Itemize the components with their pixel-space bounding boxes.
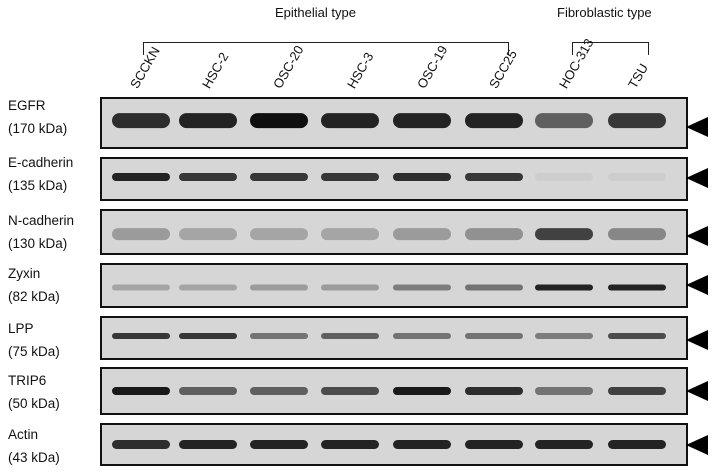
protein-size: (75 kDa) <box>8 344 60 359</box>
band-SCC25 <box>465 333 523 339</box>
band-SCCKN <box>112 113 170 129</box>
band-HOC-313 <box>535 440 593 449</box>
band-HSC-3 <box>321 173 379 181</box>
protein-size: (170 kDa) <box>8 121 68 136</box>
band-SCC25 <box>465 440 523 449</box>
row-label-trip6: TRIP6 (50 kDa) <box>8 369 60 415</box>
blot-panel-zyxin <box>100 263 688 308</box>
band-TSU <box>608 440 666 449</box>
band-TSU <box>608 228 666 241</box>
band-HOC-313 <box>535 113 593 129</box>
protein-name: LPP <box>8 321 34 336</box>
band-HSC-2 <box>179 333 237 339</box>
band-SCCKN <box>112 440 170 449</box>
band-OSC-20 <box>250 333 308 339</box>
band-TSU <box>608 173 666 181</box>
band-HOC-313 <box>535 333 593 339</box>
band-HSC-3 <box>321 440 379 449</box>
lane-label-sccKN: SCCKN <box>127 44 163 91</box>
band-HSC-2 <box>179 284 237 291</box>
blot-panel-actin <box>100 423 688 466</box>
blot-panel-e-cadherin <box>100 157 688 201</box>
band-TSU <box>608 284 666 291</box>
band-SCC25 <box>465 113 523 129</box>
arrowhead-icon <box>686 168 708 188</box>
protein-size: (130 kDa) <box>8 236 68 251</box>
band-HSC-3 <box>321 333 379 339</box>
protein-size: (135 kDa) <box>8 178 68 193</box>
band-OSC-19 <box>393 440 451 449</box>
band-TSU <box>608 387 666 395</box>
band-SCCKN <box>112 228 170 241</box>
band-SCCKN <box>112 387 170 395</box>
band-SCC25 <box>465 387 523 395</box>
band-HSC-3 <box>321 387 379 395</box>
blot-panel-lpp <box>100 316 688 360</box>
band-HOC-313 <box>535 284 593 291</box>
protein-name: EGFR <box>8 98 46 113</box>
band-HOC-313 <box>535 228 593 241</box>
band-HSC-2 <box>179 228 237 241</box>
protein-size: (43 kDa) <box>8 450 60 465</box>
protein-size: (82 kDa) <box>8 289 60 304</box>
arrowhead-icon <box>686 330 708 350</box>
band-SCCKN <box>112 333 170 339</box>
band-SCC25 <box>465 284 523 291</box>
row-label-zyxin: Zyxin (82 kDa) <box>8 262 60 308</box>
band-OSC-19 <box>393 387 451 395</box>
row-label-actin: Actin (43 kDa) <box>8 423 60 469</box>
band-OSC-20 <box>250 284 308 291</box>
band-HSC-2 <box>179 173 237 181</box>
lane-label-hsc-2: HSC-2 <box>199 49 232 91</box>
arrowhead-icon <box>686 435 708 455</box>
protein-name: Zyxin <box>8 266 41 281</box>
row-label-lpp: LPP (75 kDa) <box>8 317 60 363</box>
band-SCCKN <box>112 284 170 291</box>
lane-label-hsc-3: HSC-3 <box>344 49 377 91</box>
band-TSU <box>608 113 666 129</box>
fibroblastic-bracket <box>572 42 649 55</box>
row-label-n-cadherin: N-cadherin (130 kDa) <box>8 209 74 255</box>
arrowhead-icon <box>686 226 708 246</box>
band-HSC-2 <box>179 440 237 449</box>
lane-label-tsu: TSU <box>625 60 651 91</box>
band-OSC-20 <box>250 440 308 449</box>
protein-name: N-cadherin <box>8 213 75 228</box>
band-HSC-2 <box>179 113 237 129</box>
blot-panel-egfr <box>100 97 688 149</box>
band-HOC-313 <box>535 173 593 181</box>
protein-size: (50 kDa) <box>8 396 60 411</box>
protein-name: Actin <box>8 427 39 442</box>
arrowhead-icon <box>686 275 708 295</box>
band-OSC-19 <box>393 228 451 241</box>
band-OSC-19 <box>393 284 451 291</box>
band-SCCKN <box>112 173 170 181</box>
band-OSC-19 <box>393 333 451 339</box>
band-HSC-2 <box>179 387 237 395</box>
band-HSC-3 <box>321 284 379 291</box>
arrowhead-icon <box>686 381 708 401</box>
blot-panel-trip6 <box>100 367 688 415</box>
row-label-e-cadherin: E-cadherin (135 kDa) <box>8 151 73 197</box>
band-HSC-3 <box>321 228 379 241</box>
blot-panel-n-cadherin <box>100 209 688 255</box>
band-HOC-313 <box>535 387 593 395</box>
protein-name: TRIP6 <box>8 373 47 388</box>
band-SCC25 <box>465 228 523 241</box>
band-OSC-20 <box>250 113 308 129</box>
band-OSC-20 <box>250 173 308 181</box>
band-OSC-20 <box>250 228 308 241</box>
protein-name: E-cadherin <box>8 155 74 170</box>
band-OSC-19 <box>393 113 451 129</box>
band-HSC-3 <box>321 113 379 129</box>
band-SCC25 <box>465 173 523 181</box>
arrowhead-icon <box>686 117 708 137</box>
band-OSC-20 <box>250 387 308 395</box>
epithelial-type-label: Epithelial type <box>275 5 356 20</box>
row-label-egfr: EGFR (170 kDa) <box>8 94 67 140</box>
fibroblastic-type-label: Fibroblastic type <box>557 5 652 20</box>
band-TSU <box>608 333 666 339</box>
band-OSC-19 <box>393 173 451 181</box>
epithelial-bracket <box>143 42 509 55</box>
